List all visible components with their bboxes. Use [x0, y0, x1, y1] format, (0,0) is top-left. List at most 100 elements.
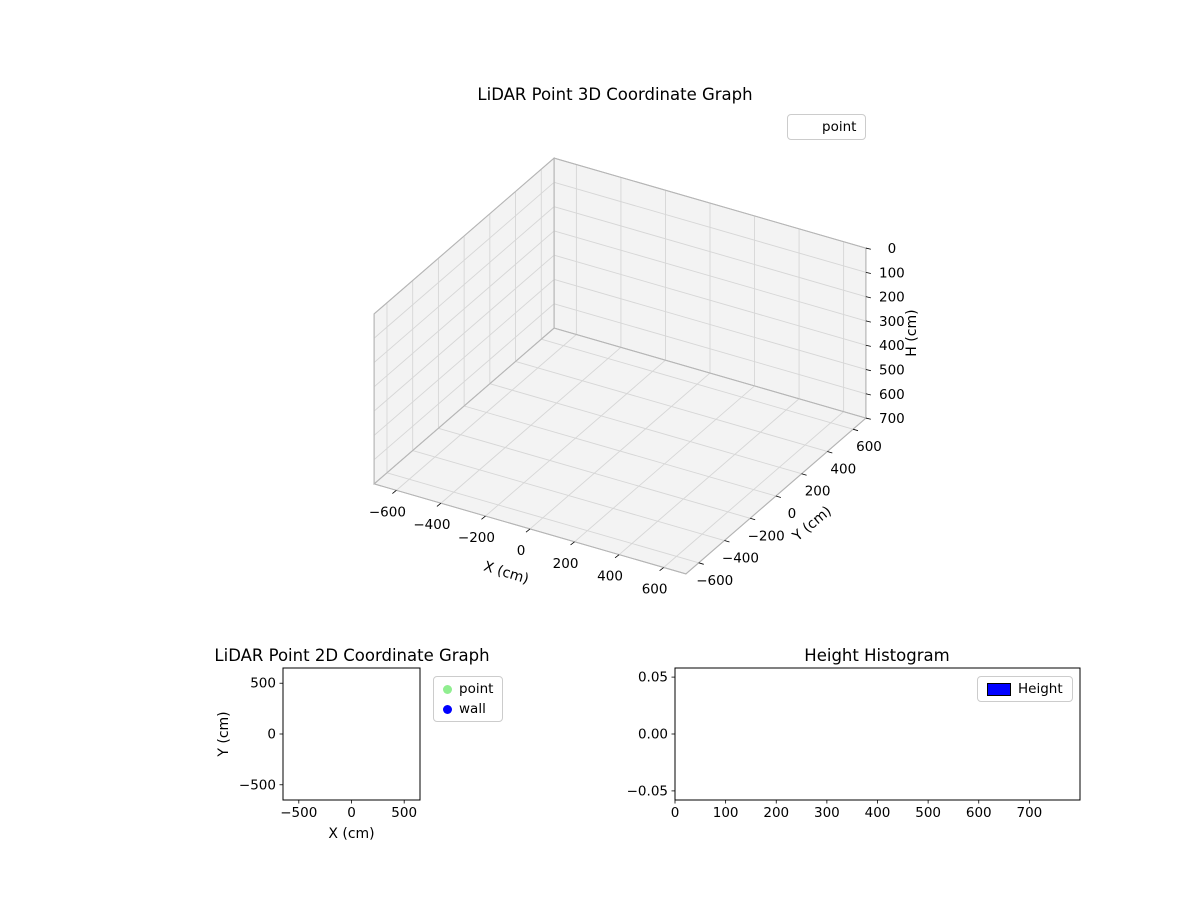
tick-label: −500 — [239, 777, 276, 793]
tick-label: 500 — [250, 676, 276, 692]
gridline — [373, 206, 555, 363]
tick — [698, 562, 704, 565]
legend-none-marker-icon — [797, 122, 815, 132]
tick — [865, 344, 871, 347]
tick — [525, 528, 531, 533]
plot3d-title: LiDAR Point 3D Coordinate Graph — [477, 85, 753, 104]
legend-label: wall — [459, 701, 486, 717]
tick — [614, 554, 620, 559]
gridline — [489, 383, 802, 475]
gridline — [553, 303, 867, 395]
tick-label: 600 — [966, 805, 992, 821]
y-axis-label: Y (cm) — [216, 711, 232, 757]
gridline — [463, 405, 777, 497]
tick-label: −200 — [458, 530, 495, 546]
gridline — [553, 230, 867, 322]
tick — [750, 517, 756, 521]
tick-label: −500 — [280, 805, 317, 821]
tick — [852, 428, 859, 432]
tick-label: 600 — [879, 387, 905, 403]
axes-frame — [282, 667, 421, 801]
tick-label: −400 — [722, 551, 759, 567]
tick — [865, 393, 871, 396]
legend-circle-marker-icon — [443, 684, 452, 694]
tick-label: 200 — [805, 484, 831, 500]
tick-label: 0 — [267, 727, 276, 743]
gridline — [553, 181, 867, 273]
gridline — [373, 254, 555, 412]
tick-label: 600 — [856, 439, 882, 455]
legend-label: Height — [1018, 681, 1063, 697]
tick-label: 100 — [713, 805, 739, 821]
tick-label: 0 — [517, 543, 526, 559]
tick-label: 400 — [830, 461, 856, 477]
tick-label: 600 — [642, 582, 668, 598]
plot3d-axes: −600−400−2000200400600−600−400−200020040… — [369, 157, 920, 598]
gridline — [373, 303, 555, 460]
gridline — [553, 206, 867, 298]
tick-label: 300 — [879, 314, 905, 330]
plot2d-title: LiDAR Point 2D Coordinate Graph — [214, 646, 490, 665]
histogram-axes: 0 100 200 300 400 500 600 700 −0.05 0.00 0.05 — [627, 667, 1081, 821]
plot2d-axes: −500 0 500 −500 0 500 X (cm) Y (cm) — [216, 667, 421, 842]
legend-item: point — [443, 681, 493, 697]
tick — [865, 320, 871, 323]
x-axis-label: X (cm) — [328, 826, 374, 842]
tick-label: −600 — [369, 504, 406, 520]
tick-label: −600 — [696, 573, 733, 589]
tick — [724, 540, 730, 543]
tick-label: 0 — [888, 241, 897, 257]
gridline — [438, 427, 751, 519]
tick — [801, 473, 807, 476]
plot3d-legend: point — [787, 114, 867, 140]
axes-edge — [553, 327, 867, 419]
legend-rect-marker-icon — [987, 682, 1011, 696]
tick-label: −0.05 — [627, 783, 668, 799]
legend-item: Height — [987, 681, 1063, 697]
legend-item: point — [797, 119, 856, 135]
plot2d-legend: point wall — [433, 676, 504, 722]
tick-label: 300 — [814, 805, 840, 821]
z-axis-label: H (cm) — [904, 309, 920, 356]
tick-label: 700 — [879, 411, 905, 427]
x-axis-label: X (cm) — [482, 559, 531, 588]
tick-label: 500 — [391, 805, 417, 821]
gridline — [386, 472, 699, 564]
axes-edge — [373, 327, 555, 485]
legend-label: point — [822, 119, 857, 135]
gridline — [412, 450, 725, 541]
tick — [865, 417, 871, 420]
legend-circle-marker-icon — [443, 704, 452, 714]
tick-label: 500 — [915, 805, 941, 821]
tick-label: 0 — [347, 805, 356, 821]
tick-label: −200 — [748, 528, 785, 544]
tick — [865, 247, 871, 250]
tick — [827, 451, 833, 454]
gridline — [373, 230, 555, 388]
tick-label: 200 — [763, 805, 789, 821]
tick — [436, 502, 442, 507]
tick — [570, 541, 575, 546]
gridline — [515, 361, 828, 452]
tick — [659, 567, 664, 572]
tick-label: 400 — [597, 569, 623, 585]
tick — [865, 296, 871, 299]
tick — [481, 515, 486, 520]
tick-label: 0 — [788, 506, 797, 522]
tick-label: 400 — [865, 805, 891, 821]
tick-label: 500 — [879, 362, 905, 378]
histogram-title: Height Histogram — [804, 646, 950, 665]
gridline — [541, 338, 854, 430]
gridline — [373, 279, 555, 436]
legend-label: point — [459, 681, 494, 697]
tick-label: 100 — [879, 265, 905, 281]
tick — [775, 495, 781, 498]
tick — [865, 271, 871, 274]
tick-label: 0.05 — [638, 670, 668, 686]
legend-item: wall — [443, 701, 493, 717]
tick — [392, 490, 397, 494]
gridline — [553, 254, 867, 346]
tick-label: 200 — [553, 556, 579, 572]
